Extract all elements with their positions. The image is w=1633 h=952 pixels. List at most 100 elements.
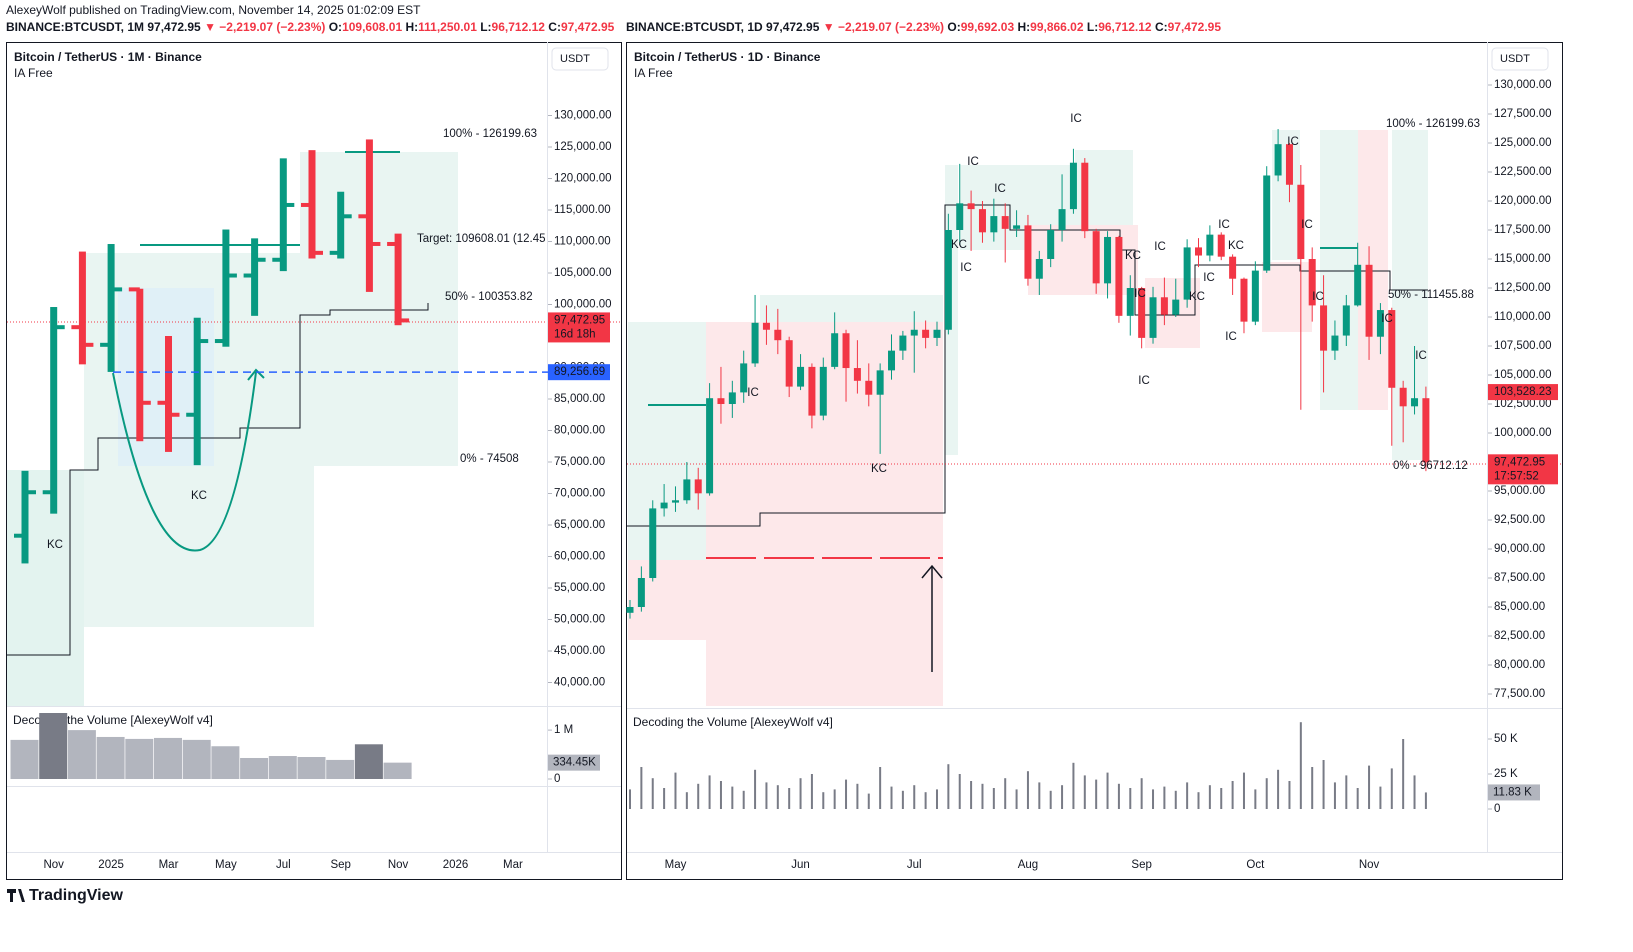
bar-range — [193, 317, 201, 466]
volume-bar — [697, 783, 700, 809]
volume-bar — [326, 759, 355, 779]
chart-title: Bitcoin / TetherUS · 1D · Binance — [634, 50, 821, 64]
publisher: AlexeyWolf published on TradingView.com,… — [6, 3, 421, 17]
x-tick-label: Jul — [907, 859, 922, 871]
x-tick-label: Sep — [1131, 859, 1151, 871]
volume-bar — [685, 792, 688, 809]
candle-body — [1024, 225, 1032, 279]
x-tick-label: May — [665, 859, 687, 871]
volume-bar — [1277, 769, 1280, 809]
chart: BINANCE:BTCUSDT, 1D 97,472.95 ▼ −2,219.0… — [626, 20, 1558, 871]
zone — [7, 470, 84, 706]
bar-range — [337, 191, 345, 259]
volume-bar — [354, 744, 383, 779]
volume-bar — [833, 789, 836, 809]
y-tick-label: 107,500.00 — [1494, 340, 1552, 352]
annotation: IC — [1203, 272, 1215, 284]
volume-bar — [383, 762, 412, 779]
volume-bar — [1197, 792, 1200, 809]
volume-bar — [856, 783, 859, 809]
volume-bar — [731, 786, 734, 809]
candle-body — [990, 216, 998, 233]
volume-bar — [1140, 778, 1143, 809]
candle-body — [1331, 335, 1339, 351]
candle-body — [1354, 264, 1362, 306]
ohlc-label: H: — [1017, 20, 1030, 34]
y-tick-label: 70,000.00 — [554, 488, 605, 500]
candle-body — [978, 209, 986, 233]
y-tick-label: 120,000.00 — [554, 173, 612, 185]
ohlc-label: C: — [548, 20, 561, 34]
candle-body — [1411, 398, 1419, 407]
last: 97,472.95 — [147, 20, 201, 34]
volume-bar — [1231, 781, 1234, 809]
volume-bar — [1117, 783, 1120, 809]
volume-bar — [867, 793, 870, 809]
y-tick-label: 117,500.00 — [1494, 224, 1551, 236]
candle-body — [1240, 278, 1248, 322]
volume-bar — [1322, 760, 1325, 809]
zone — [1320, 130, 1358, 410]
candle-body — [717, 398, 725, 405]
volume-bar — [39, 713, 68, 779]
annotation: IC — [747, 387, 759, 399]
candle-body — [1206, 234, 1214, 256]
annotation: KC — [47, 539, 63, 551]
ohlc-label: O: — [947, 20, 960, 34]
annotation: Target: 109608.01 (12.45 — [417, 233, 546, 245]
ohlc-label: H: — [405, 20, 418, 34]
level-tag — [548, 364, 610, 381]
annotation: KC — [1228, 240, 1244, 252]
volume-bar — [1390, 768, 1393, 809]
level-tag-label: 103,528.23 — [1494, 386, 1552, 398]
ohlc-value: 96,712.12 — [492, 20, 546, 34]
candle-body — [808, 366, 816, 416]
volume-bar — [297, 757, 326, 779]
candle-body — [910, 329, 918, 336]
bar-range — [21, 470, 29, 564]
candle-body — [1195, 247, 1202, 256]
x-tick-label: Mar — [503, 859, 523, 871]
y-tick-label: 40,000.00 — [554, 677, 605, 689]
y-tick-label: 85,000.00 — [1494, 601, 1545, 613]
annotation: 50% - 111455.88 — [1388, 289, 1474, 301]
zone — [1358, 130, 1388, 410]
volume-bar — [776, 785, 779, 809]
price-tag — [548, 312, 610, 343]
candle-body — [1376, 310, 1384, 337]
volume-bar — [1220, 788, 1223, 809]
candle-body — [1285, 144, 1293, 185]
candle-body — [1229, 256, 1237, 279]
volume-bar — [1026, 771, 1029, 809]
curve-arrow — [247, 368, 265, 381]
volume-bar — [1413, 775, 1416, 809]
volume-bar — [1129, 788, 1132, 809]
ohlc-label: C: — [1155, 20, 1168, 34]
candle-body — [1069, 162, 1077, 210]
y-tick-label: 110,000.00 — [554, 236, 611, 248]
volume-bar — [125, 738, 154, 779]
volume-bar — [1254, 789, 1257, 809]
y-tick-label: 85,000.00 — [554, 393, 605, 405]
volume-bar — [1163, 786, 1166, 809]
candle-body — [785, 340, 793, 387]
volume-bar — [742, 790, 745, 809]
candle-body — [944, 230, 952, 330]
ohlc-value: 97,472.95 — [561, 20, 615, 34]
candle-body — [888, 350, 896, 371]
annotation: 100% - 126199.63 — [443, 128, 537, 140]
bar-range — [222, 229, 230, 347]
x-tick-label: Aug — [1018, 859, 1038, 871]
y-tick-label: 87,500.00 — [1494, 572, 1545, 584]
volume-bar — [1049, 790, 1052, 809]
x-tick-label: 2026 — [443, 859, 469, 871]
annotation: KC — [1125, 250, 1141, 262]
candle-body — [751, 322, 759, 364]
ohlc-value: 99,692.03 — [961, 20, 1015, 34]
candle-body — [1115, 236, 1123, 316]
volume-bar — [1265, 778, 1268, 809]
y-tick-label: 95,000.00 — [1494, 485, 1545, 497]
volume-tag-label: 11.83 K — [1493, 786, 1532, 798]
zone — [1262, 262, 1312, 332]
